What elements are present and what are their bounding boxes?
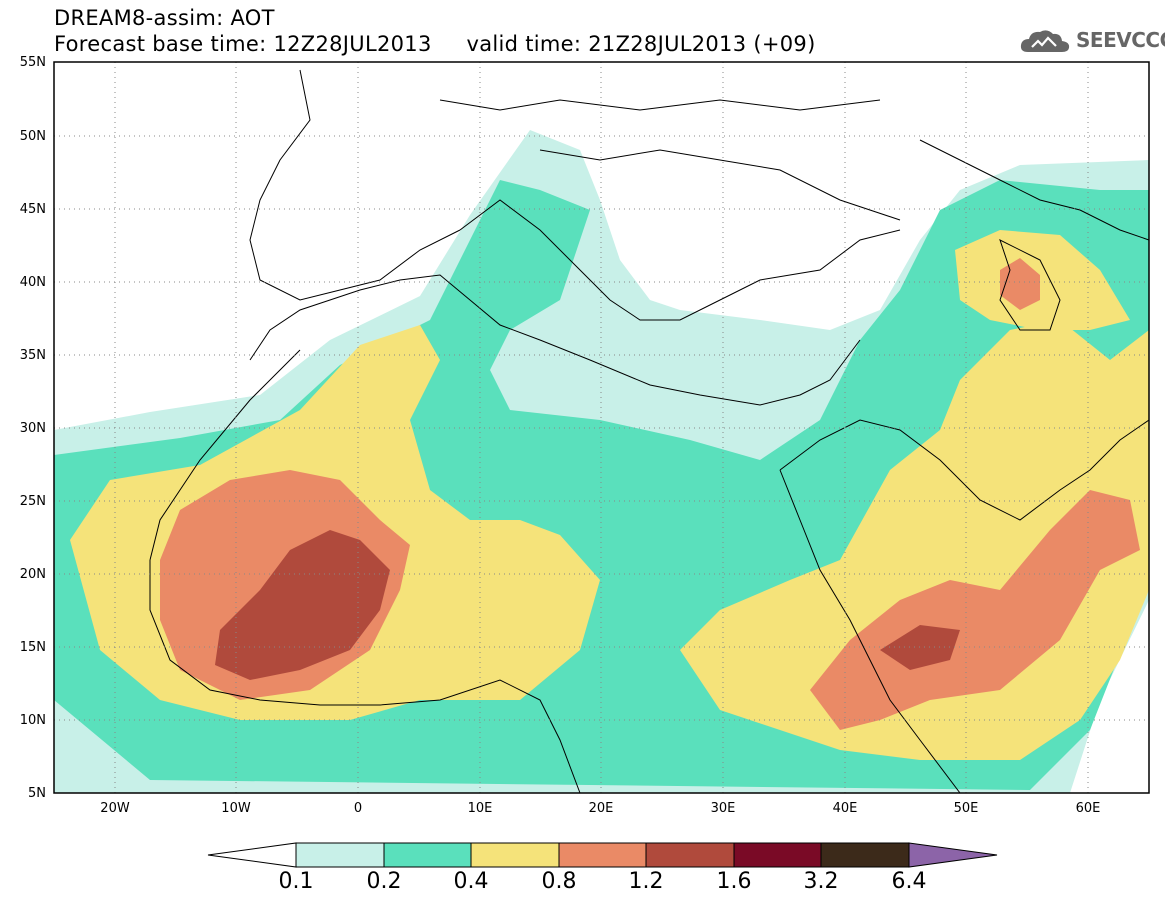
lon-label: 20E bbox=[589, 801, 614, 816]
colorbar-label: 1.6 bbox=[716, 869, 752, 894]
map-frame bbox=[53, 61, 1150, 794]
colorbar-over-arrow bbox=[908, 842, 998, 868]
forecast-time-line: Forecast base time: 12Z28JUL2013 valid t… bbox=[54, 32, 816, 56]
lat-label: 45N bbox=[20, 202, 46, 217]
aot-contour-1.2 bbox=[215, 530, 390, 680]
colorbar-under-arrow bbox=[207, 842, 297, 868]
colorbar-swatch bbox=[558, 842, 647, 868]
colorbar-label: 1.2 bbox=[628, 869, 664, 894]
lon-label: 40E bbox=[833, 801, 858, 816]
lon-label: 10W bbox=[221, 801, 251, 816]
lat-label: 10N bbox=[20, 713, 46, 728]
map-title: DREAM8-assim: AOT bbox=[54, 6, 275, 30]
colorbar-swatch bbox=[295, 842, 385, 868]
colorbar-label: 0.4 bbox=[453, 869, 489, 894]
graticule bbox=[54, 62, 1149, 793]
lat-axis: 55N 50N 45N 40N 35N 30N 25N 20N 15N 10N … bbox=[20, 55, 46, 801]
lon-axis: 20W 10W 0 10E 20E 30E 40E 50E 60E bbox=[100, 801, 1100, 816]
seevccc-logo: SEEVCCC bbox=[1018, 26, 1165, 56]
logo-text: SEEVCCC bbox=[1076, 28, 1165, 52]
lat-label: 50N bbox=[20, 129, 46, 144]
colorbar-swatch bbox=[470, 842, 560, 868]
colorbar-swatch bbox=[645, 842, 735, 868]
colorbar-swatch bbox=[383, 842, 472, 868]
cloud-logo-icon bbox=[1020, 30, 1070, 52]
lat-label: 35N bbox=[20, 348, 46, 363]
aot-contour-0.4-caspian bbox=[955, 230, 1130, 330]
colorbar-label: 0.8 bbox=[541, 869, 577, 894]
lon-label: 10E bbox=[468, 801, 493, 816]
lat-label: 55N bbox=[20, 55, 46, 70]
colorbar-label: 6.4 bbox=[891, 869, 927, 894]
lat-label: 25N bbox=[20, 494, 46, 509]
aot-contour-0.8-east bbox=[810, 490, 1140, 730]
lon-label: 50E bbox=[954, 801, 979, 816]
lon-label: 60E bbox=[1076, 801, 1101, 816]
colorbar-label: 3.2 bbox=[803, 869, 839, 894]
lon-label: 20W bbox=[100, 801, 130, 816]
lon-label: 0 bbox=[354, 801, 362, 816]
lat-label: 30N bbox=[20, 421, 46, 436]
lat-label: 15N bbox=[20, 640, 46, 655]
lat-label: 5N bbox=[28, 786, 46, 801]
colorbar bbox=[207, 842, 998, 868]
lat-label: 40N bbox=[20, 275, 46, 290]
colorbar-swatch bbox=[733, 842, 822, 868]
colorbar-swatch bbox=[820, 842, 910, 868]
lat-label: 20N bbox=[20, 567, 46, 582]
lon-label: 30E bbox=[711, 801, 736, 816]
coastlines bbox=[149, 69, 1149, 793]
aot-field bbox=[54, 62, 1149, 793]
colorbar-label: 0.1 bbox=[278, 869, 314, 894]
colorbar-label: 0.2 bbox=[366, 869, 402, 894]
